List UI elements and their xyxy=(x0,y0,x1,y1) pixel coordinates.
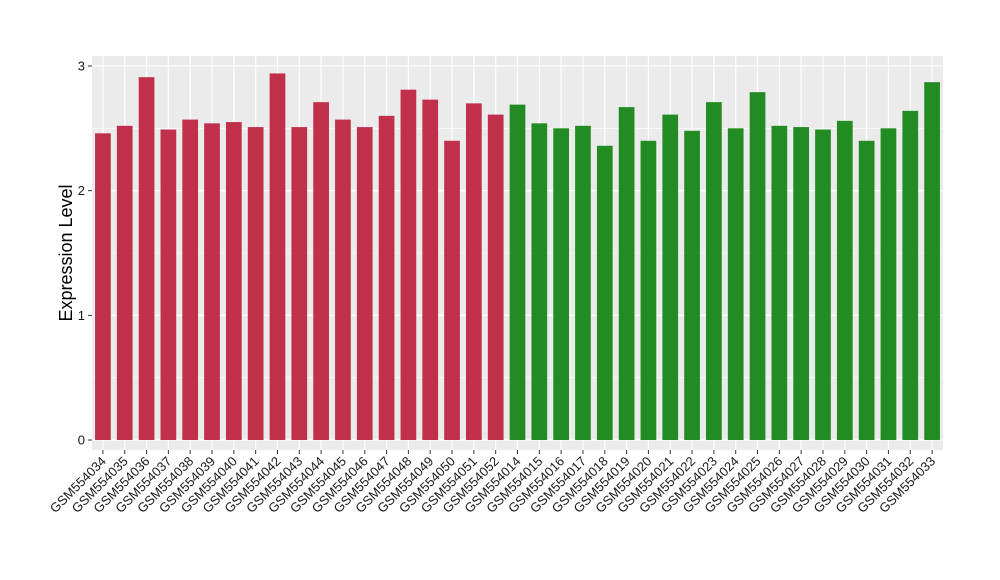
y-tick-label: 0 xyxy=(78,433,85,448)
bar-GSM554052 xyxy=(487,114,504,441)
bar-GSM554041 xyxy=(247,127,264,441)
bars xyxy=(95,73,940,441)
bar-GSM554025 xyxy=(749,92,766,441)
bar-GSM554031 xyxy=(880,128,897,441)
bar-GSM554024 xyxy=(727,128,744,441)
bar-GSM554026 xyxy=(771,125,788,441)
bar-GSM554048 xyxy=(400,89,417,441)
bar-GSM554049 xyxy=(422,99,439,441)
bar-GSM554039 xyxy=(204,123,220,441)
bar-GSM554021 xyxy=(662,114,679,441)
y-tick-label: 2 xyxy=(78,183,85,198)
bar-GSM554027 xyxy=(793,127,810,441)
bar-GSM554034 xyxy=(95,133,111,441)
x-axis: GSM554034GSM554035GSM554036GSM554037GSM5… xyxy=(47,450,938,516)
bar-GSM554019 xyxy=(618,107,635,441)
bar-GSM554014 xyxy=(509,104,526,441)
bar-GSM554051 xyxy=(466,103,482,441)
bar-GSM554050 xyxy=(444,140,460,441)
bar-GSM554023 xyxy=(706,102,722,441)
bar-GSM554047 xyxy=(378,115,395,441)
bar-GSM554022 xyxy=(684,130,700,441)
bar-GSM554037 xyxy=(160,129,177,441)
bar-GSM554046 xyxy=(356,127,373,441)
bar-GSM554016 xyxy=(553,128,569,441)
bar-GSM554043 xyxy=(291,127,308,441)
bar-GSM554020 xyxy=(640,140,657,441)
bar-GSM554040 xyxy=(225,122,242,441)
y-axis: 0 1 2 3 xyxy=(78,58,92,448)
bar-GSM554017 xyxy=(575,125,591,441)
bar-GSM554035 xyxy=(116,125,133,441)
bar-GSM554030 xyxy=(858,140,875,441)
bar-GSM554033 xyxy=(924,82,940,441)
bar-GSM554042 xyxy=(269,73,286,441)
bar-GSM554015 xyxy=(531,123,548,441)
bar-GSM554029 xyxy=(836,120,853,441)
y-tick-label: 3 xyxy=(78,58,85,73)
bar-GSM554018 xyxy=(596,145,613,441)
bar-GSM554038 xyxy=(182,119,199,441)
bar-GSM554028 xyxy=(815,129,831,441)
bar-GSM554032 xyxy=(902,110,919,441)
bar-GSM554036 xyxy=(138,77,155,441)
y-axis-title: Expression Level xyxy=(56,184,76,321)
bar-GSM554044 xyxy=(313,102,329,441)
y-tick-label: 1 xyxy=(78,308,85,323)
bar-GSM554045 xyxy=(335,119,351,441)
